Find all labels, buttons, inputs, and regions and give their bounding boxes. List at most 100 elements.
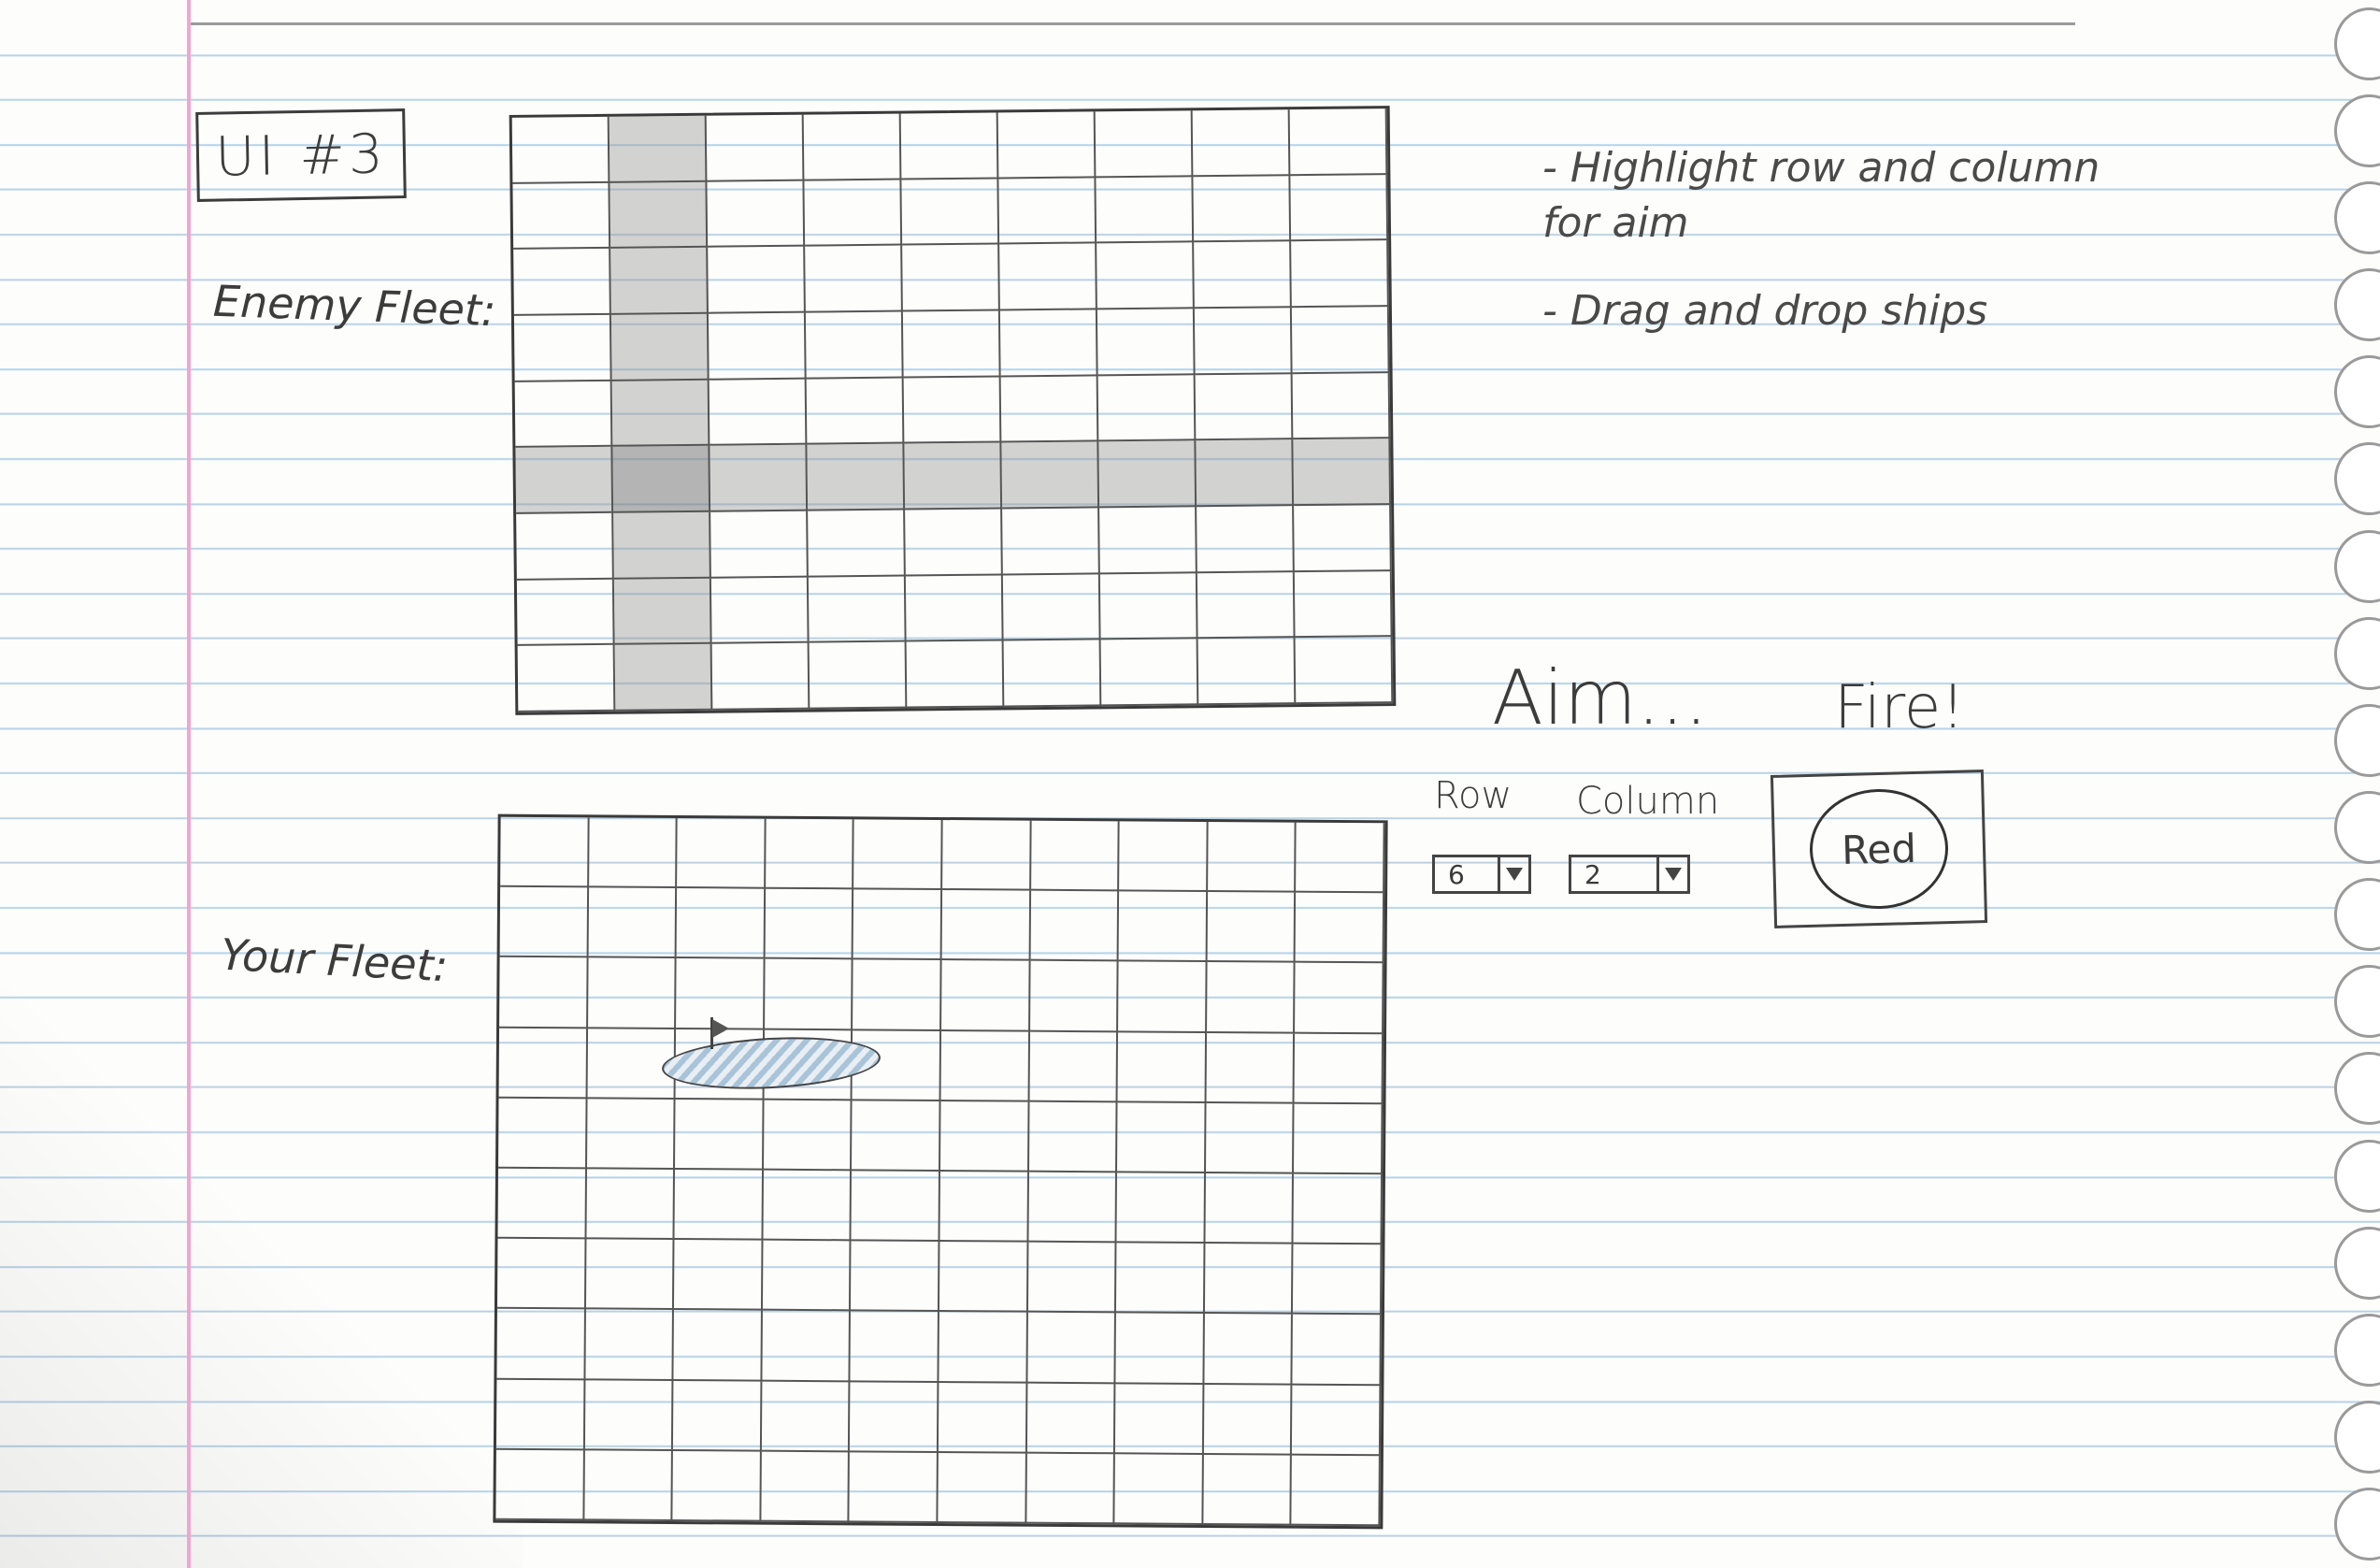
grid-cell[interactable] [939, 1100, 1030, 1172]
grid-cell[interactable] [1203, 1384, 1293, 1456]
grid-cell[interactable] [853, 819, 943, 891]
grid-cell[interactable] [1116, 1172, 1206, 1244]
grid-cell[interactable] [498, 1098, 588, 1170]
grid-cell[interactable] [941, 890, 1031, 962]
grid-cell[interactable] [852, 1100, 941, 1172]
grid-cell[interactable] [761, 1381, 851, 1453]
grid-cell[interactable] [514, 381, 613, 449]
grid-cell[interactable] [1291, 240, 1389, 309]
grid-cell[interactable] [708, 312, 807, 381]
grid-cell[interactable] [1025, 1453, 1116, 1525]
grid-cell[interactable] [587, 957, 677, 1029]
grid-cell[interactable] [806, 378, 905, 445]
grid-cell[interactable] [1117, 1031, 1207, 1103]
grid-cell[interactable] [1205, 1172, 1295, 1244]
grid-cell[interactable] [1194, 241, 1292, 309]
grid-cell[interactable] [710, 511, 809, 579]
grid-cell[interactable] [1294, 570, 1393, 639]
grid-cell[interactable] [1116, 1243, 1206, 1315]
grid-cell[interactable] [765, 888, 854, 960]
grid-cell[interactable] [1026, 1383, 1116, 1455]
grid-cell[interactable] [1195, 373, 1294, 441]
grid-cell[interactable] [807, 443, 906, 511]
grid-cell[interactable] [497, 1168, 587, 1240]
grid-cell[interactable] [612, 446, 711, 513]
grid-cell[interactable] [1294, 505, 1392, 572]
grid-cell[interactable] [1029, 1031, 1119, 1103]
grid-cell[interactable] [1027, 1313, 1117, 1384]
grid-cell[interactable] [586, 1099, 676, 1171]
grid-cell[interactable] [1196, 439, 1295, 508]
grid-cell[interactable] [1204, 1314, 1294, 1386]
grid-cell[interactable] [1203, 1454, 1293, 1526]
grid-cell[interactable] [499, 886, 589, 958]
grid-cell[interactable] [808, 576, 907, 643]
row-dropdown-arrow[interactable] [1498, 857, 1528, 891]
grid-cell[interactable] [940, 1030, 1030, 1102]
grid-cell[interactable] [1204, 1244, 1294, 1316]
grid-cell[interactable] [1096, 176, 1195, 244]
grid-cell[interactable] [1295, 637, 1394, 705]
grid-cell[interactable] [614, 644, 713, 712]
grid-cell[interactable] [851, 1241, 940, 1313]
your-fleet-grid[interactable] [493, 813, 1388, 1530]
grid-cell[interactable] [942, 820, 1032, 891]
grid-cell[interactable] [711, 642, 810, 711]
grid-cell[interactable] [677, 818, 767, 889]
grid-cell[interactable] [610, 313, 710, 381]
grid-cell[interactable] [762, 1240, 852, 1312]
grid-cell[interactable] [498, 1028, 588, 1100]
grid-cell[interactable] [1205, 1102, 1295, 1174]
column-select[interactable]: 2 [1569, 855, 1690, 894]
grid-cell[interactable] [850, 1311, 939, 1383]
grid-cell[interactable] [584, 1379, 674, 1451]
grid-cell[interactable] [1292, 1315, 1382, 1386]
grid-cell[interactable] [707, 180, 806, 249]
grid-cell[interactable] [588, 817, 678, 889]
grid-cell[interactable] [853, 889, 943, 961]
grid-cell[interactable] [496, 1238, 587, 1310]
grid-cell[interactable] [673, 1380, 763, 1452]
grid-cell[interactable] [516, 579, 615, 647]
grid-cell[interactable] [851, 1171, 940, 1243]
grid-cell[interactable] [1030, 890, 1120, 962]
grid-cell[interactable] [1194, 308, 1293, 375]
column-dropdown-arrow[interactable] [1656, 857, 1687, 891]
grid-cell[interactable] [1115, 1383, 1205, 1455]
grid-cell[interactable] [1029, 961, 1119, 1032]
grid-cell[interactable] [1289, 108, 1388, 176]
grid-cell[interactable] [762, 1311, 852, 1382]
grid-cell[interactable] [1115, 1313, 1205, 1385]
grid-cell[interactable] [586, 1169, 676, 1241]
grid-cell[interactable] [1292, 1385, 1382, 1457]
grid-cell[interactable] [708, 246, 806, 314]
grid-cell[interactable] [941, 960, 1031, 1032]
grid-cell[interactable] [588, 887, 678, 959]
grid-cell[interactable] [1294, 1103, 1384, 1175]
grid-cell[interactable] [764, 959, 853, 1030]
grid-cell[interactable] [1000, 376, 1099, 443]
grid-cell[interactable] [1117, 1102, 1207, 1173]
grid-cell[interactable] [709, 379, 808, 447]
grid-cell[interactable] [1197, 638, 1297, 706]
grid-cell[interactable] [495, 1449, 585, 1521]
grid-cell[interactable] [511, 116, 610, 184]
grid-cell[interactable] [675, 1099, 765, 1171]
grid-cell[interactable] [902, 244, 1000, 312]
grid-cell[interactable] [513, 249, 611, 316]
grid-cell[interactable] [905, 575, 1004, 642]
grid-cell[interactable] [710, 577, 810, 645]
grid-cell[interactable] [512, 182, 611, 251]
grid-cell[interactable] [1119, 821, 1209, 893]
grid-cell[interactable] [1098, 440, 1197, 509]
grid-cell[interactable] [999, 243, 1097, 311]
grid-cell[interactable] [903, 377, 1002, 444]
grid-cell[interactable] [674, 1240, 764, 1312]
grid-cell[interactable] [999, 309, 1098, 378]
grid-cell[interactable] [496, 1309, 586, 1380]
grid-cell[interactable] [902, 310, 1001, 379]
grid-cell[interactable] [804, 180, 903, 247]
grid-cell[interactable] [1197, 571, 1296, 640]
grid-cell[interactable] [998, 178, 1097, 245]
grid-cell[interactable] [1002, 508, 1100, 576]
